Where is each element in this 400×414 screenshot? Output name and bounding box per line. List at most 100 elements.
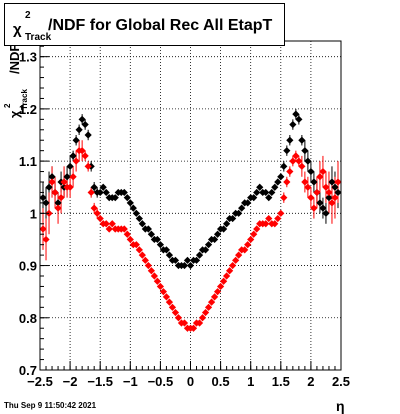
y-axis-label-main: /NDF [7,44,22,74]
data-point [135,214,143,223]
y-tick-label: 1.3 [19,50,37,65]
data-point [235,209,243,217]
data-point [274,178,282,186]
data-point [223,272,231,280]
data-point [210,293,219,301]
data-point [171,308,180,317]
x-tick-label: −2.5 [27,374,53,389]
data-point [162,293,171,301]
data-point [292,110,300,118]
data-point [120,188,128,197]
data-point [325,188,333,197]
data-point [304,183,312,191]
data-point [45,209,53,217]
data-point [195,319,204,327]
data-point [223,220,231,228]
data-point [78,115,86,123]
data-point [96,188,104,197]
data-point [129,204,137,212]
data-point [102,188,110,197]
data-point [301,147,309,155]
data-point [328,178,336,186]
data-point [39,194,47,202]
chart-title-box: χ 2 Track /NDF for Global Rec All EtapT [4,3,285,46]
y-tick-label: 0.8 [19,311,37,326]
data-point [238,204,246,212]
data-point [301,178,309,186]
data-point [292,152,300,160]
data-point [241,246,249,254]
data-point [180,319,189,327]
data-point [195,251,204,259]
data-point [331,183,339,191]
data-point [123,194,131,202]
x-tick-label: 0.5 [212,374,230,389]
x-tick-label: −1.5 [87,374,113,389]
data-point [244,199,252,207]
y-tick-label: 0.7 [19,363,37,378]
data-point [126,235,134,244]
data-point [84,131,92,139]
y-axis-label-chi: χ [7,110,22,118]
data-point [84,162,92,170]
data-point [213,230,222,238]
x-tick-label: 0 [187,374,194,389]
data-point [72,157,80,165]
data-point [277,173,285,181]
chart-title-chi: χ [13,21,22,38]
data-point [334,188,342,197]
data-markers [39,110,342,332]
data-point [286,167,294,176]
data-point [186,261,195,270]
data-point [57,194,65,202]
data-point [45,183,53,191]
data-point [180,261,189,270]
x-tick-label: 2.5 [332,374,350,389]
x-tick-label: −2 [63,374,78,389]
data-point [334,178,342,186]
y-axis-label: /NDF [7,44,22,74]
grid-lines [40,41,341,370]
axis-tick-labels: −2.5 −2 −1.5 −1 −0.5 0 0.5 1 1.5 2 2.5 0.7 0.8 0.9 1 1.… [19,50,350,389]
data-point [162,246,171,254]
data-point [253,188,261,197]
data-point [168,303,177,311]
data-point [66,162,74,170]
data-point [138,220,146,228]
data-point [304,157,312,165]
data-point [183,256,192,264]
data-point [147,267,155,275]
data-point [192,256,201,264]
data-point [48,173,56,181]
data-point [319,167,327,176]
data-point [171,256,180,264]
x-tick-label: 1.5 [272,374,290,389]
data-point [48,178,56,186]
data-point [256,183,264,191]
data-point [153,235,161,244]
data-point [132,209,140,217]
data-point [99,183,107,191]
y-tick-label: 1.2 [19,102,37,117]
x-tick-label: −0.5 [148,374,174,389]
data-point [283,178,291,186]
chart-title-sup: 2 [25,10,31,21]
data-point [271,183,279,191]
data-point [189,324,198,332]
data-point [229,214,237,223]
data-point [316,199,324,207]
data-point [147,230,155,238]
data-point [207,298,216,306]
data-point [90,204,98,212]
y-tick-label: 0.9 [19,259,37,274]
data-point [283,147,291,155]
data-point [111,194,119,202]
data-point [250,230,258,238]
data-point [331,194,339,202]
data-point [69,173,77,181]
data-point [105,225,113,233]
data-point [235,251,243,259]
chart-title-sub: Track [25,32,52,43]
data-point [165,251,174,259]
